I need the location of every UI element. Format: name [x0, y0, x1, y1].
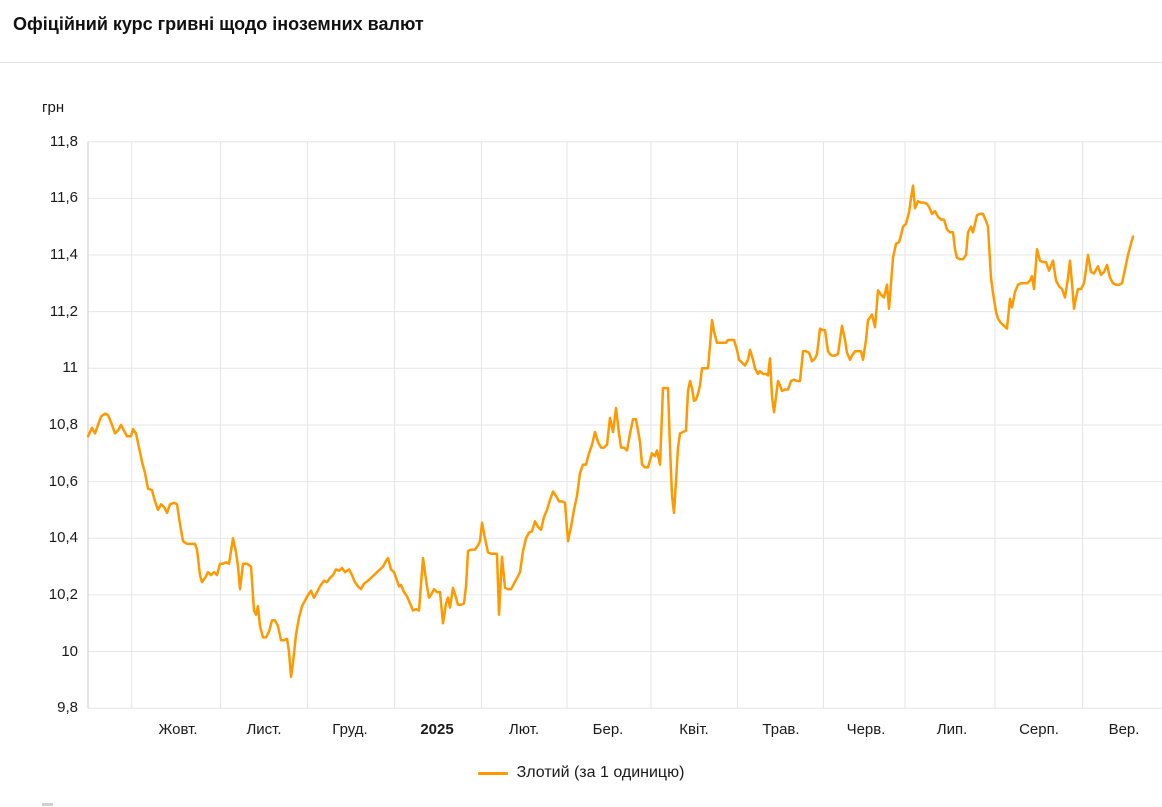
- partial-element-artifact: [42, 803, 53, 806]
- y-tick-label: 10,2: [48, 585, 78, 603]
- x-tick-label: Груд.: [332, 721, 368, 738]
- y-axis-unit-label: грн: [42, 99, 65, 116]
- zloty-series-line[interactable]: [86, 184, 1135, 679]
- y-tick-label: 10: [61, 642, 78, 660]
- page-title: Офіційний курс гривні щодо іноземних вал…: [13, 14, 424, 34]
- y-tick-label: 10,8: [48, 415, 78, 433]
- x-tick-label: Лист.: [246, 721, 282, 738]
- title-divider: [0, 62, 1162, 63]
- y-tick-label: 10,6: [48, 472, 78, 490]
- x-tick-label: Вер.: [1108, 721, 1140, 738]
- x-tick-label: Черв.: [846, 721, 886, 738]
- x-tick-label: Квіт.: [679, 721, 709, 738]
- y-tick-label: 11,8: [49, 132, 78, 150]
- y-tick-label: 11,4: [49, 246, 78, 263]
- x-tick-label: Трав.: [762, 721, 800, 738]
- legend-series-label: Злотий (за 1 одиницю): [516, 764, 685, 781]
- x-tick-label: Жовт.: [158, 721, 198, 738]
- y-tick-label: 11,2: [49, 302, 78, 320]
- y-tick-label: 11: [62, 359, 78, 377]
- y-tick-label: 10,4: [48, 529, 78, 547]
- legend-line-swatch-icon: [477, 771, 508, 775]
- x-tick-label: Бер.: [592, 721, 624, 738]
- x-tick-label: 2025: [420, 721, 454, 738]
- x-tick-label: Серп.: [1019, 721, 1059, 738]
- chart-legend: Злотий (за 1 одиницю): [0, 764, 1162, 782]
- y-tick-label: 9,8: [57, 699, 78, 717]
- x-tick-label: Лют.: [508, 721, 540, 738]
- x-tick-label: Лип.: [936, 721, 968, 738]
- y-tick-label: 11,6: [49, 189, 78, 207]
